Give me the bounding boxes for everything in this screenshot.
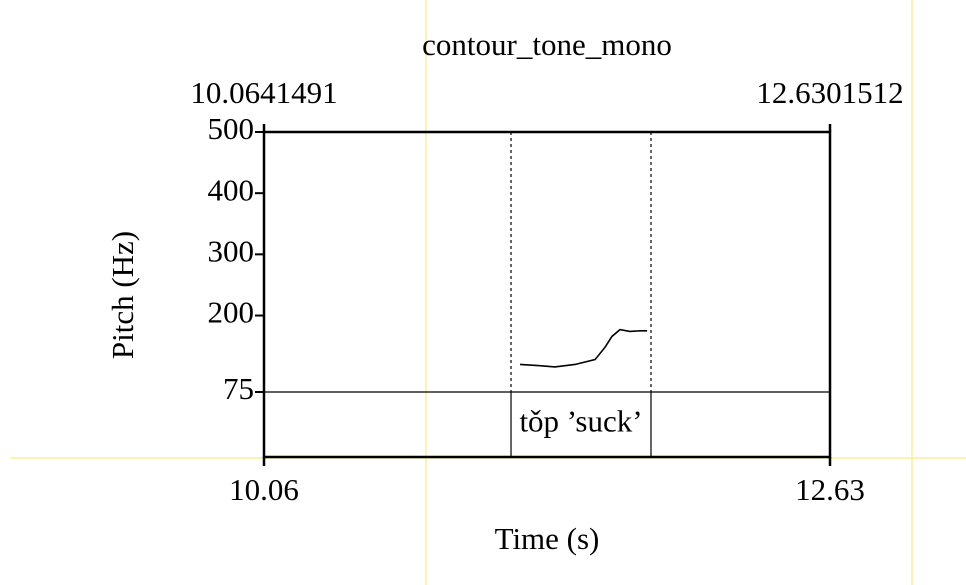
x-axis-label: Time (s) (495, 521, 600, 556)
top-x-label: 10.0641491 (190, 75, 337, 110)
top-x-label: 12.6301512 (756, 75, 903, 110)
chart-title: contour_tone_mono (422, 27, 672, 62)
y-tick-label: 500 (208, 111, 255, 146)
x-tick-label: 12.63 (795, 472, 865, 507)
plot-frame (262, 130, 832, 459)
y-tick-label: 300 (208, 233, 255, 268)
x-tick-label: 10.06 (229, 472, 299, 507)
y-tick-label: 400 (208, 172, 255, 207)
y-tick-label: 75 (223, 371, 254, 406)
pitch-line (520, 328, 648, 368)
y-axis-label: Pitch (Hz) (105, 231, 140, 359)
y-tick-label: 200 (208, 295, 255, 330)
interval-label: tǒp ’suck’ (519, 404, 642, 439)
